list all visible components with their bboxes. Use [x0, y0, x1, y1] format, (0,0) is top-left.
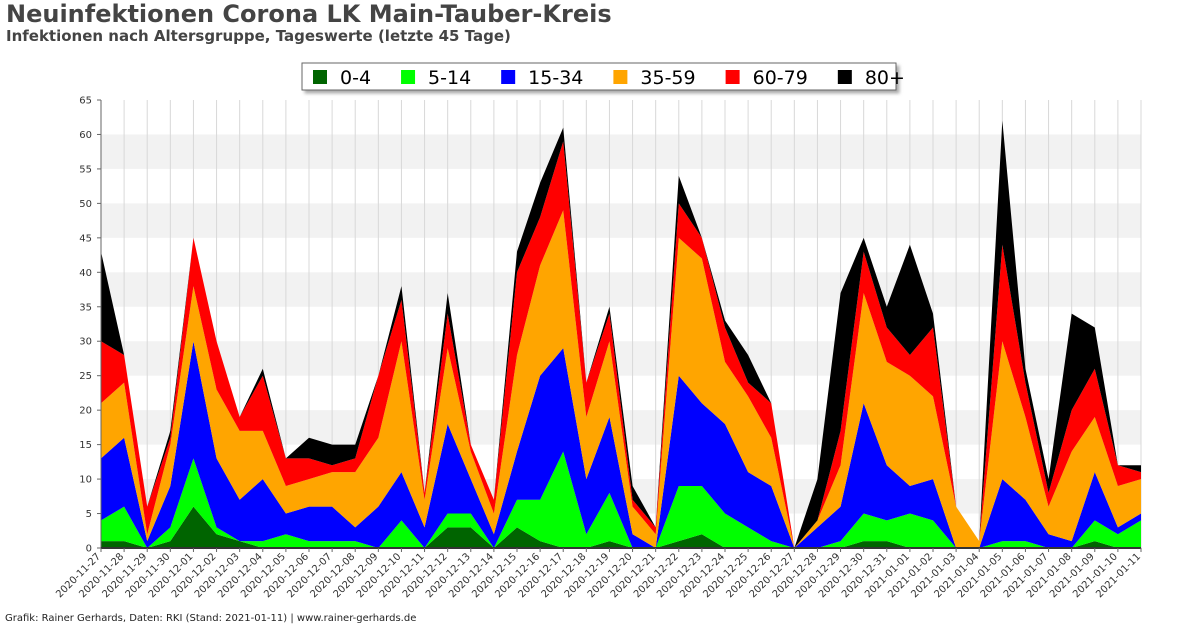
- y-tick-label: 40: [79, 268, 92, 279]
- y-tick-label: 45: [79, 233, 92, 244]
- y-tick-label: 20: [79, 406, 92, 417]
- y-tick-label: 15: [79, 440, 92, 451]
- chart-title: Neuinfektionen Corona LK Main-Tauber-Kre…: [6, 0, 612, 28]
- chart-subtitle: Infektionen nach Altersgruppe, Tageswert…: [6, 27, 511, 45]
- grid-band: [101, 134, 1141, 169]
- series-area-0-4: [101, 506, 1141, 548]
- legend: 0-4 5-14 15-34 35-59 60-79 80+: [301, 62, 905, 91]
- legend-label-35-59: 35-59: [640, 67, 695, 89]
- legend-swatch-0-4: [313, 70, 327, 84]
- legend-swatch-35-59: [613, 70, 628, 84]
- x-axis: 2020-11-272020-11-282020-11-292020-11-30…: [54, 547, 1143, 600]
- y-tick-label: 50: [79, 199, 92, 210]
- series-area-15-34: [101, 341, 1141, 548]
- legend-label-15-34: 15-34: [528, 67, 583, 89]
- series-area-5-14: [101, 451, 1141, 548]
- legend-swatch-60-79: [725, 70, 740, 84]
- grid-band: [101, 272, 1141, 307]
- legend-swatch-80+: [837, 70, 852, 84]
- series-areas: [101, 120, 1141, 549]
- source-footer: Grafik: Rainer Gerhards, Daten: RKI (Sta…: [5, 613, 417, 624]
- legend-label-5-14: 5-14: [428, 67, 471, 89]
- y-axis: 0 5 10 15 20 25 30 35 40 45 50 55 60 65: [79, 96, 102, 555]
- legend-label-0-4: 0-4: [340, 67, 371, 89]
- series-area-35-59: [101, 210, 1141, 548]
- y-tick-label: 0: [86, 544, 92, 555]
- y-tick-label: 35: [79, 302, 92, 313]
- y-tick-label: 65: [79, 96, 92, 107]
- series-area-60-79: [101, 141, 1141, 548]
- legend-swatch-5-14: [401, 70, 416, 84]
- legend-label-60-79: 60-79: [753, 67, 808, 89]
- y-tick-label: 25: [79, 371, 92, 382]
- y-tick-label: 30: [79, 337, 92, 348]
- y-tick-label: 55: [79, 164, 92, 175]
- y-tick-label: 10: [79, 475, 92, 486]
- legend-label-80+: 80+: [865, 67, 905, 89]
- grid-band: [101, 341, 1141, 376]
- legend-swatch-15-34: [501, 70, 516, 84]
- legend-box: [301, 62, 897, 91]
- y-tick-label: 5: [86, 509, 92, 520]
- y-tick-label: 60: [79, 130, 92, 141]
- grid-band: [101, 203, 1141, 238]
